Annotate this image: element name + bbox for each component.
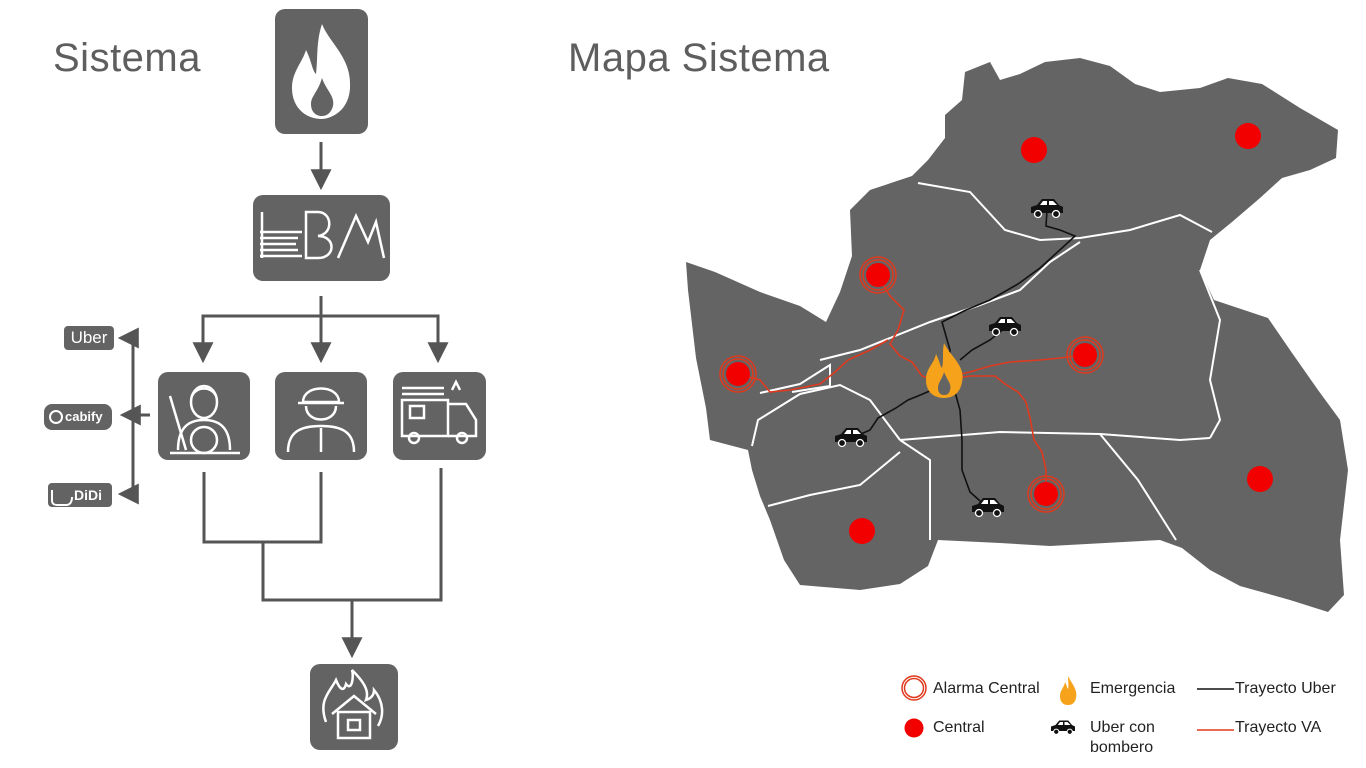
didi-logo-icon [51, 490, 73, 506]
cbm-logo-icon [260, 210, 386, 260]
uber-badge[interactable] [64, 326, 114, 350]
district-boundaries [751, 182, 1222, 541]
central-markers [849, 123, 1273, 544]
alarm-central-marker [1066, 336, 1104, 374]
map-region [686, 58, 1348, 612]
flow-connectors [117, 142, 449, 659]
uber-cars [834, 198, 1064, 518]
didi-label: DiDi [74, 487, 102, 503]
emergency-fire-icon [926, 343, 963, 398]
va-routes [737, 275, 1084, 492]
driver-icon [168, 384, 240, 455]
legend-central-icon [904, 718, 924, 738]
legend-alarma-central-label: Alarma Central [933, 680, 1040, 697]
fire-truck-icon [400, 379, 478, 445]
fire-icon [292, 24, 351, 119]
burning-house-tile [310, 664, 398, 750]
central-marker [849, 518, 875, 544]
driver-tile [158, 372, 250, 460]
alarm-central-marker [719, 355, 757, 393]
cabify-badge[interactable] [44, 404, 112, 430]
cabify-pin-icon [49, 410, 63, 424]
cbm-logo-tile [253, 195, 390, 281]
cabify-label: cabify [65, 409, 103, 424]
legend-car-icon [1050, 720, 1076, 735]
firefighter-tile [275, 372, 367, 460]
legend-uber-bombero-label-2: bombero [1090, 739, 1154, 756]
legend-trayecto-uber-label: Trayecto Uber [1235, 680, 1336, 697]
central-marker [1021, 137, 1047, 163]
car-icon [971, 497, 1005, 518]
system-title: Sistema [53, 36, 201, 80]
car-icon [988, 316, 1022, 337]
central-marker [1247, 466, 1273, 492]
fire-truck-tile [393, 372, 486, 460]
alarm-central-marker [859, 256, 897, 294]
uber-label: Uber [70, 328, 108, 347]
alarm-markers [719, 256, 1104, 513]
fire-tile [275, 9, 368, 134]
legend-central-label: Central [933, 719, 985, 736]
alarm-central-marker [1027, 475, 1065, 513]
burning-house-icon [322, 669, 384, 740]
legend-fire-icon [1060, 676, 1077, 705]
map-title: Mapa Sistema [568, 36, 830, 80]
legend-uber-bombero-label-1: Uber con [1090, 719, 1155, 736]
legend-emergencia-label: Emergencia [1090, 680, 1176, 697]
legend-trayecto-va-label: Trayecto VA [1235, 719, 1322, 736]
legend-alarm-icon [901, 675, 927, 701]
central-marker [1235, 123, 1261, 149]
uber-routes [851, 209, 1077, 509]
didi-badge[interactable] [48, 483, 112, 507]
car-icon [1030, 198, 1064, 219]
firefighter-icon [286, 387, 356, 453]
system-flow-diagram [44, 9, 486, 750]
car-icon [834, 427, 868, 448]
